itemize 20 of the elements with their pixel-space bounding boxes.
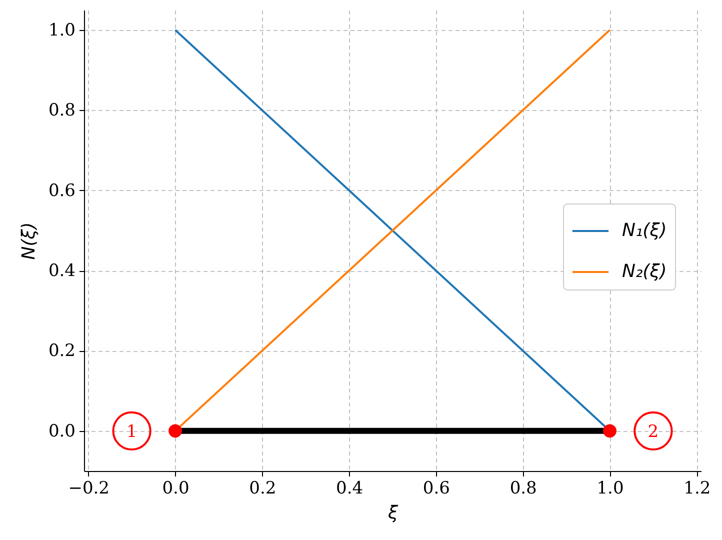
legend-label: N₂(ξ) xyxy=(622,261,667,282)
y-tick-label: 0.6 xyxy=(48,180,76,201)
annotation: 1 xyxy=(126,422,138,442)
legend-label: N₁(ξ) xyxy=(622,220,667,241)
y-tick-label: 0.8 xyxy=(48,100,76,121)
y-tick-label: 0.0 xyxy=(48,421,76,442)
x-tick-label: 1.0 xyxy=(596,478,624,498)
y-axis-title: N(ξ) xyxy=(18,222,40,260)
x-tick-label: 0.0 xyxy=(162,478,190,498)
y-tick-label: 0.4 xyxy=(48,261,76,282)
annotation: 2 xyxy=(648,422,659,442)
x-tick-label: 0.4 xyxy=(336,478,364,498)
x-tick-label: −0.2 xyxy=(68,478,110,498)
x-tick-label: 0.6 xyxy=(422,478,450,498)
x-tick-label: 0.2 xyxy=(249,478,276,498)
y-tick-label: 0.2 xyxy=(48,341,76,362)
y-tick-label: 1.0 xyxy=(48,20,76,41)
x-tick-label: 0.8 xyxy=(510,478,537,498)
x-axis-title: ξ xyxy=(386,502,399,524)
x-tick-label: 1.2 xyxy=(684,478,711,498)
